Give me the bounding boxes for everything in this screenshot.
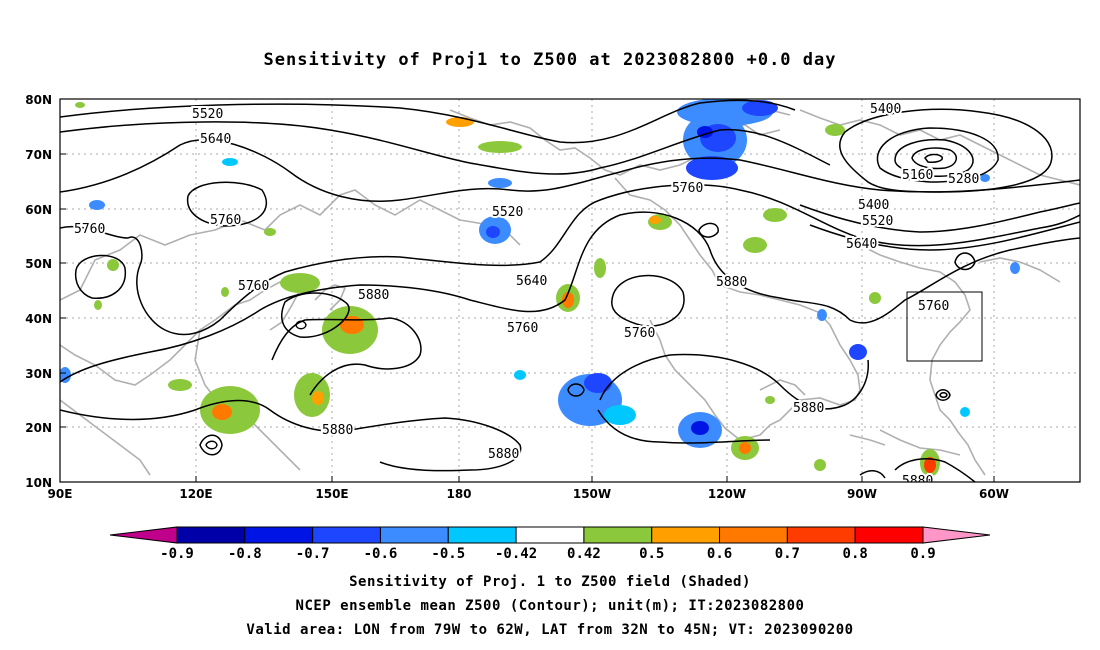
lon-label: 120E bbox=[179, 487, 212, 501]
contour-label: 5760 bbox=[624, 326, 655, 341]
lat-label: 60N bbox=[25, 203, 52, 217]
colorbar-label: -0.6 bbox=[364, 546, 398, 562]
contour-label: 5160 bbox=[902, 168, 933, 183]
contour-label: 5760 bbox=[507, 321, 538, 336]
latitude-labels: 80N 70N 60N 50N 40N 30N 20N 10N bbox=[25, 93, 52, 490]
contour-label: 5400 bbox=[858, 198, 889, 213]
contour-label: 5520 bbox=[862, 214, 893, 229]
contour-label: 5880 bbox=[358, 288, 389, 303]
lon-label: 90W bbox=[847, 487, 877, 501]
contour-label: 5640 bbox=[516, 274, 547, 289]
valid-area-box bbox=[906, 291, 983, 362]
contour-label: 5880 bbox=[488, 447, 519, 462]
colorbar-label: 0.7 bbox=[775, 546, 800, 562]
colorbar-label: -0.5 bbox=[431, 546, 465, 562]
longitude-labels: 90E 120E 150E 180 150W 120W 90W 60W bbox=[48, 487, 1009, 501]
caption-line-3: Valid area: LON from 79W to 62W, LAT fro… bbox=[246, 622, 854, 638]
lon-label: 120W bbox=[708, 487, 746, 501]
contour-label: 5760 bbox=[238, 279, 269, 294]
contour-label: 5880 bbox=[902, 474, 933, 489]
colorbar-label: 0.9 bbox=[910, 546, 935, 562]
map-panel: 5520 5640 5760 5760 5760 5880 5520 5640 … bbox=[25, 93, 1081, 501]
contour-label: 5400 bbox=[870, 102, 901, 117]
contour-label: 5640 bbox=[200, 132, 231, 147]
contour-label: 5760 bbox=[918, 299, 949, 314]
contour-labels: 5520 5640 5760 5760 5760 5880 5520 5640 … bbox=[72, 100, 981, 489]
lat-label: 30N bbox=[25, 367, 52, 381]
colorbar-labels: -0.9 -0.8 -0.7 -0.6 -0.5 -0.42 0.42 0.5 0.6 0.7 0.… bbox=[160, 546, 936, 562]
lat-label: 20N bbox=[25, 421, 52, 435]
lat-label: 10N bbox=[25, 476, 52, 490]
caption-line-1: Sensitivity of Proj. 1 to Z500 field (Sh… bbox=[349, 574, 751, 590]
lat-label: 50N bbox=[25, 257, 52, 271]
lat-label: 70N bbox=[25, 148, 52, 162]
contour-label: 5520 bbox=[192, 107, 223, 122]
caption-line-2: NCEP ensemble mean Z500 (Contour); unit(… bbox=[295, 598, 805, 614]
lon-label: 150E bbox=[315, 487, 348, 501]
contour-label: 5880 bbox=[322, 423, 353, 438]
map-title: Sensitivity of Proj1 to Z500 at 20230828… bbox=[263, 50, 837, 70]
contour-label: 5880 bbox=[793, 401, 824, 416]
colorbar-label: -0.9 bbox=[160, 546, 194, 562]
lon-label: 90E bbox=[48, 487, 73, 501]
lon-label: 150W bbox=[573, 487, 611, 501]
sensitivity-shading bbox=[60, 99, 1020, 477]
colorbar-label: -0.7 bbox=[296, 546, 330, 562]
contour-label: 5880 bbox=[716, 275, 747, 290]
colorbar-label: 0.42 bbox=[567, 546, 601, 562]
contour-label: 5640 bbox=[846, 237, 877, 252]
axis-ticks bbox=[60, 98, 995, 483]
contour-label: 5760 bbox=[74, 222, 105, 237]
contour-label: 5520 bbox=[492, 205, 523, 220]
colorbar-label: -0.42 bbox=[495, 546, 537, 562]
contour-label: 5280 bbox=[948, 172, 979, 187]
colorbar-label: -0.8 bbox=[228, 546, 262, 562]
contour-label: 5760 bbox=[672, 181, 703, 196]
z500-contours bbox=[60, 99, 1080, 482]
lat-label: 80N bbox=[25, 93, 52, 107]
contour-label: 5760 bbox=[210, 213, 241, 228]
colorbar-label: 0.8 bbox=[843, 546, 868, 562]
colorbar-label: 0.6 bbox=[707, 546, 732, 562]
map-frame bbox=[59, 98, 1081, 483]
lat-label: 40N bbox=[25, 312, 52, 326]
lon-label: 180 bbox=[446, 487, 471, 501]
lon-label: 60W bbox=[979, 487, 1009, 501]
colorbar-label: 0.5 bbox=[639, 546, 664, 562]
